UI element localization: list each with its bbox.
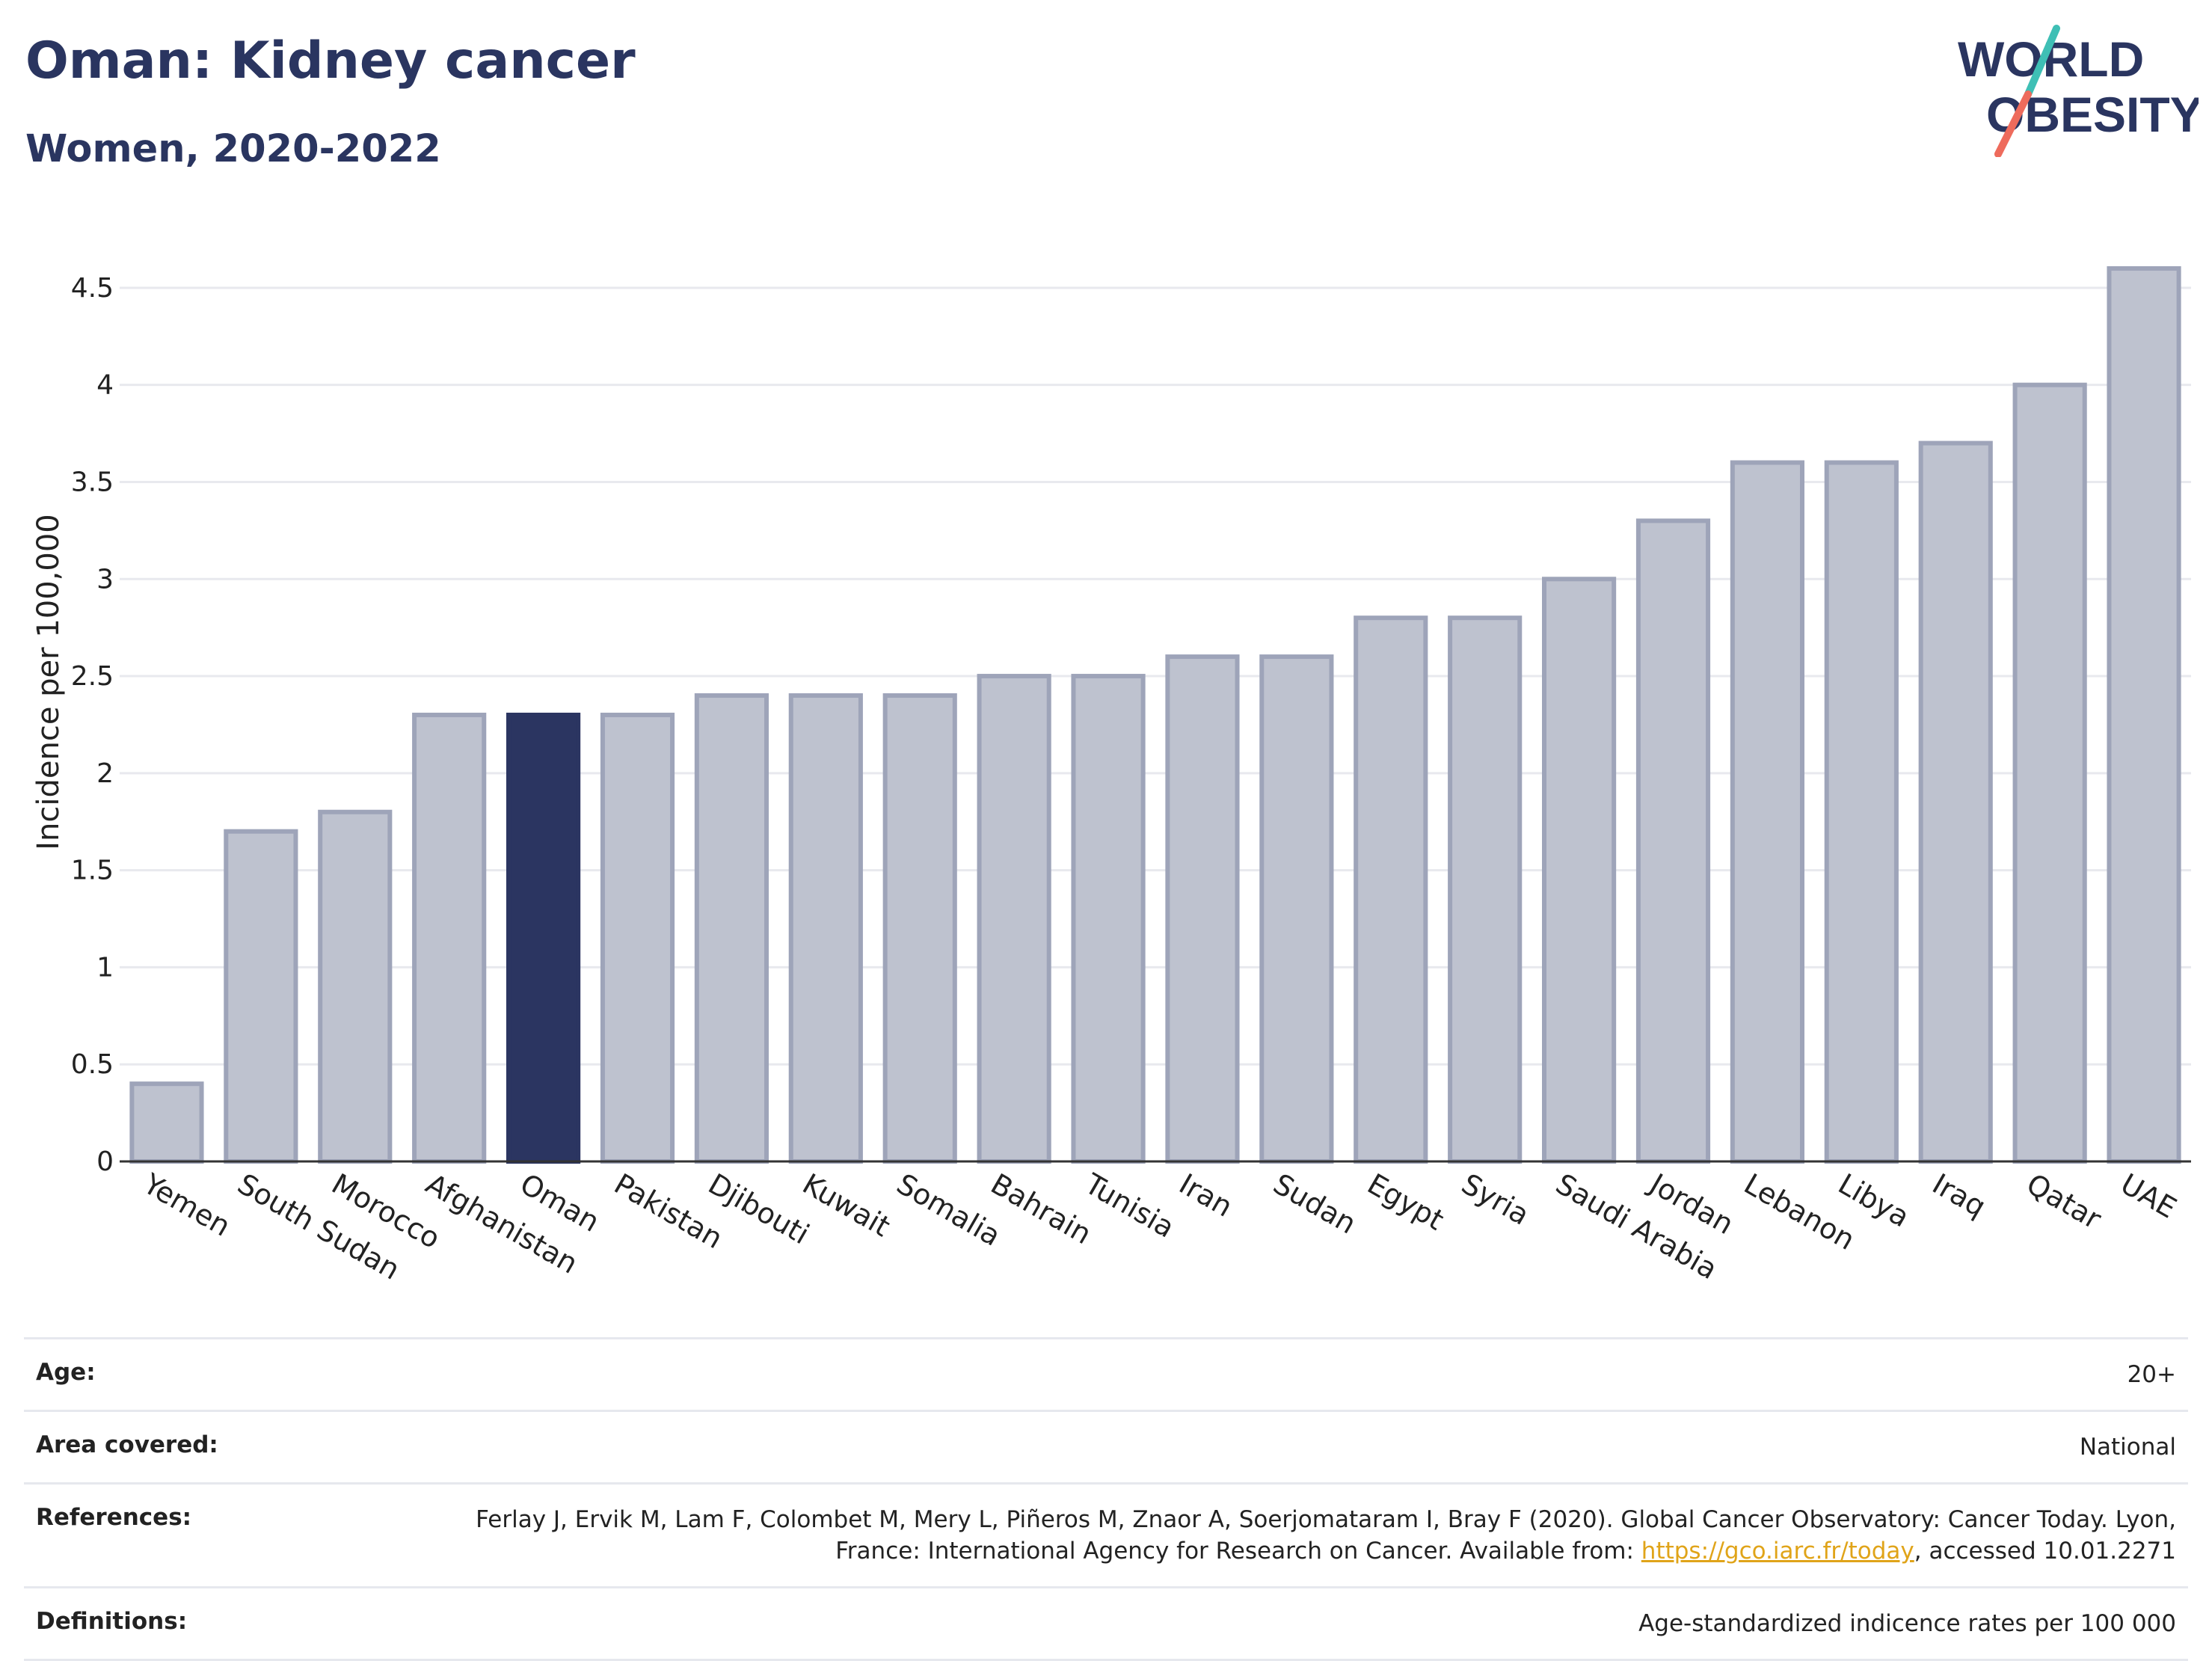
- bar-afghanistan: [412, 712, 487, 1164]
- age-value: 20+: [2127, 1361, 2176, 1388]
- y-tick-label: 3: [96, 564, 114, 595]
- references-link[interactable]: https://gco.iarc.fr/today: [1641, 1538, 1914, 1565]
- chart-title: Oman: Kidney cancer: [25, 31, 636, 90]
- bar-egypt: [1354, 615, 1428, 1164]
- references-tail: , accessed 10.01.2271: [1914, 1538, 2176, 1565]
- info-row-references: References: Ferlay J, Ervik M, Lam F, Co…: [24, 1482, 2188, 1586]
- y-tick-label: 1.5: [71, 856, 114, 886]
- bar-morocco: [318, 809, 393, 1164]
- bar-uae: [2107, 265, 2181, 1164]
- info-table: Age: 20+ Area covered: National Referenc…: [24, 1337, 2188, 1661]
- bar-iran: [1165, 654, 1240, 1164]
- y-tick-label: 0.5: [71, 1049, 114, 1080]
- bar-syria: [1448, 615, 1523, 1164]
- x-tick-label: Bahrain: [986, 1167, 1097, 1251]
- bar-yemen: [129, 1081, 204, 1164]
- bar-kuwait: [788, 693, 863, 1164]
- age-label: Age:: [36, 1359, 96, 1386]
- bar-south-sudan: [224, 829, 298, 1164]
- x-tick-label: Pakistan: [609, 1167, 728, 1256]
- area-label: Area covered:: [36, 1431, 218, 1458]
- info-row-definitions: Definitions: Age-standardized indicence …: [24, 1586, 2188, 1661]
- x-tick-label: Kuwait: [797, 1167, 896, 1244]
- x-tick-label: Sudan: [1268, 1167, 1362, 1241]
- bar-somalia: [882, 693, 957, 1164]
- bar-qatar: [2012, 382, 2087, 1164]
- definitions-label: Definitions:: [36, 1608, 188, 1635]
- bar-jordan: [1635, 518, 1711, 1164]
- references-label: References:: [36, 1504, 192, 1531]
- info-row-age: Age: 20+: [24, 1337, 2188, 1410]
- bar-lebanon: [1730, 460, 1804, 1164]
- x-tick-label: Somalia: [891, 1167, 1007, 1253]
- x-tick-label: Tunisia: [1079, 1167, 1180, 1244]
- world-obesity-logo: WORLD OBESITY: [1958, 25, 2199, 157]
- x-tick-label: South Sudan: [232, 1167, 405, 1286]
- x-tick-label: Iraq: [1927, 1167, 1991, 1224]
- y-tick-label: 4.5: [71, 273, 114, 304]
- bar-saudi-arabia: [1542, 577, 1617, 1164]
- references-value: Ferlay J, Ervik M, Lam F, Colombet M, Me…: [456, 1504, 2176, 1567]
- area-value: National: [2079, 1434, 2176, 1461]
- chart-subtitle: Women, 2020-2022: [25, 127, 441, 171]
- bar-iraq: [1918, 440, 1993, 1164]
- x-tick-label: Egypt: [1362, 1167, 1449, 1237]
- bar-pakistan: [600, 712, 675, 1164]
- bar-libya: [1824, 460, 1899, 1164]
- info-row-area: Area covered: National: [24, 1410, 2188, 1482]
- x-tick-label: Saudi Arabia: [1550, 1167, 1723, 1286]
- y-axis: 0 0.5 1 1.5 2 2.5 3 3.5 4 4.5: [71, 273, 114, 1177]
- definitions-value: Age-standardized indicence rates per 100…: [1638, 1610, 2176, 1637]
- y-tick-label: 3.5: [71, 467, 114, 497]
- bars: [129, 265, 2181, 1164]
- x-tick-label: Yemen: [138, 1167, 236, 1243]
- x-tick-label: Iran: [1173, 1167, 1238, 1224]
- y-tick-label: 2.5: [71, 661, 114, 692]
- bar-tunisia: [1071, 674, 1146, 1164]
- bar-oman: [506, 712, 581, 1164]
- bar-bahrain: [977, 674, 1051, 1164]
- references-text: Ferlay J, Ervik M, Lam F, Colombet M, Me…: [476, 1506, 2176, 1565]
- y-tick-label: 0: [96, 1146, 114, 1177]
- y-axis-label: Incidence per 100,000: [31, 514, 66, 850]
- bar-djibouti: [694, 693, 769, 1164]
- x-tick-label: Qatar: [2021, 1167, 2107, 1236]
- y-tick-label: 2: [96, 758, 114, 789]
- x-tick-label: UAE: [2116, 1167, 2182, 1225]
- bar-sudan: [1259, 654, 1334, 1164]
- y-tick-label: 4: [96, 370, 114, 401]
- x-tick-label: Syria: [1456, 1167, 1534, 1232]
- y-tick-label: 1: [96, 952, 114, 983]
